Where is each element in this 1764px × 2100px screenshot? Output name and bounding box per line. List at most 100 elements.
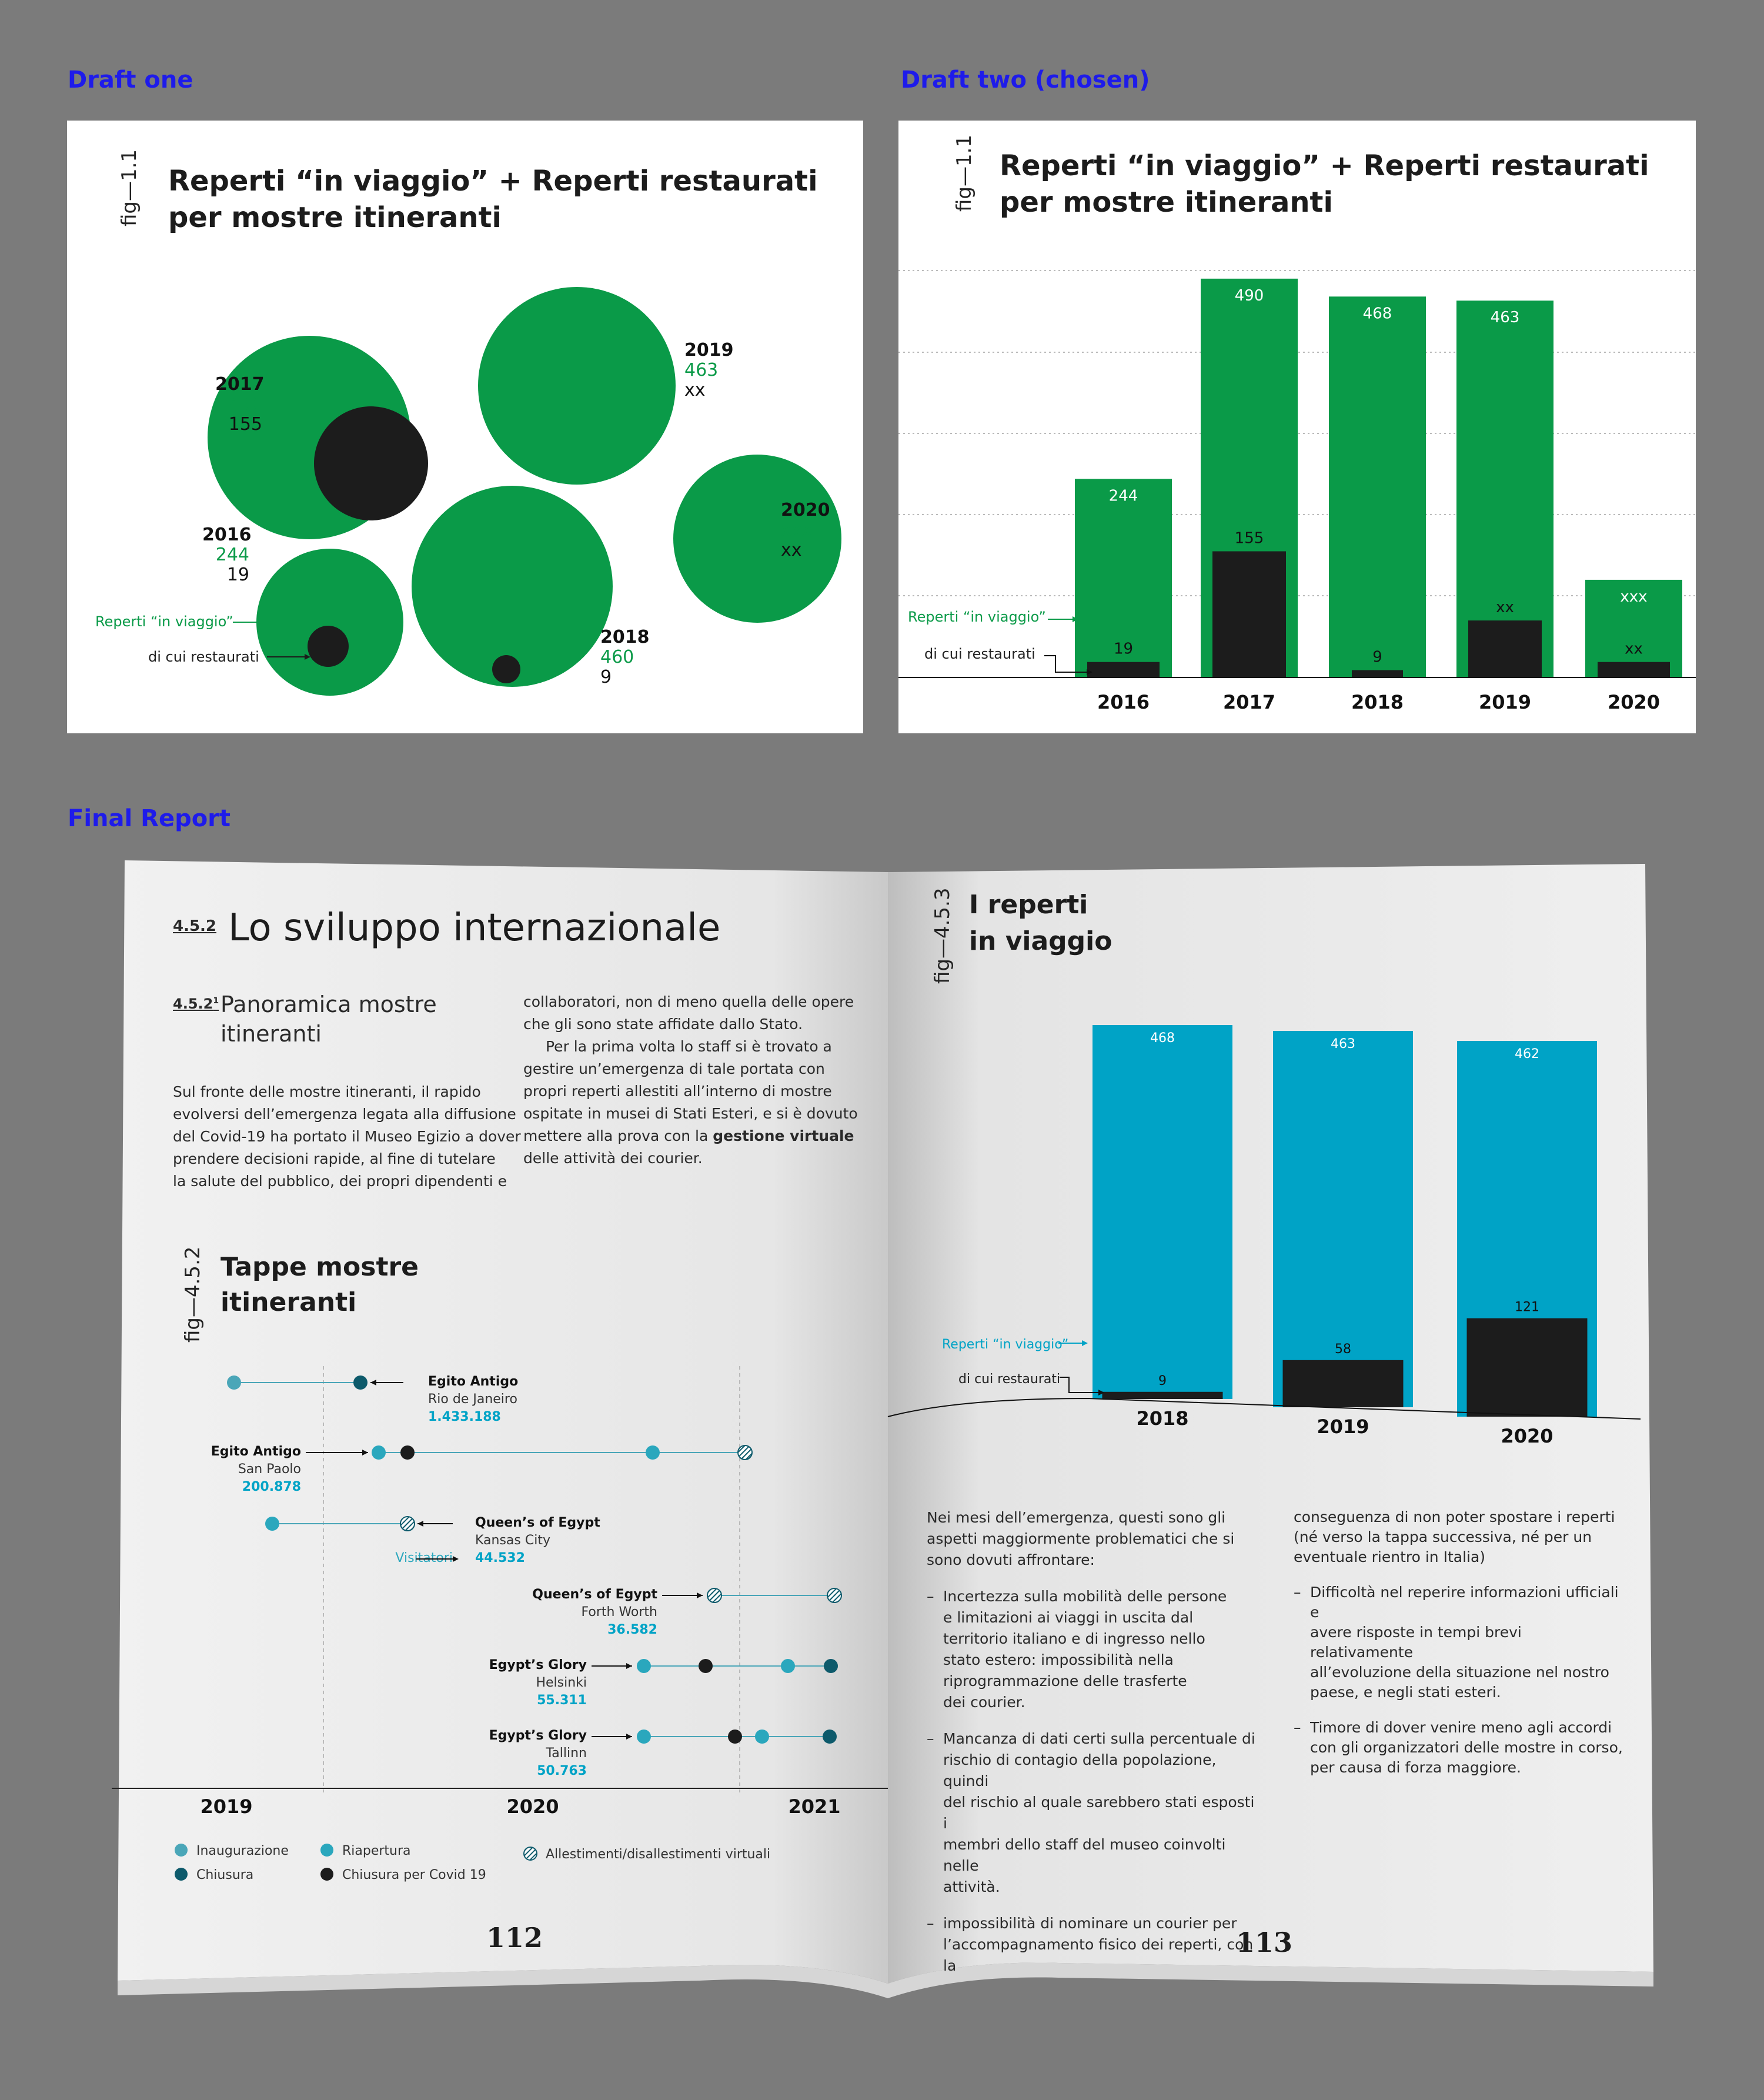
- tick-2016: 2016: [1097, 691, 1150, 713]
- label-restaurati-2020: 121: [1515, 1300, 1539, 1315]
- book-spread: 4.5.2 Lo sviluppo internazionale 4.5.21 …: [112, 860, 1655, 2025]
- leader-arrow: [417, 1521, 423, 1527]
- label-restaurati-2018: 9: [1372, 649, 1382, 666]
- exhibition-visitors: 44.532: [475, 1551, 525, 1565]
- bullet-dash: –: [927, 1588, 934, 1605]
- label-viaggio-2020: 462: [1515, 1047, 1539, 1061]
- bullet-item: – Difficoltà nel reperire informazioni uf…: [1294, 1582, 1623, 1702]
- timeline-marker-riap: [646, 1445, 660, 1460]
- baseline: [887, 1397, 1641, 1420]
- legend-restaurati: di cui restaurati: [924, 646, 1035, 662]
- exhibition-name: Queen’s of Egypt: [475, 1515, 600, 1530]
- label-viaggio-2018: 468: [1363, 305, 1392, 322]
- bar-viaggio-2018: [1093, 1025, 1232, 1399]
- label-viaggio-2016: 244: [1109, 487, 1138, 505]
- right-column-1: Nei mesi dell’emergenza, questi sono gli…: [927, 1507, 1256, 1977]
- title-line-1: Reperti “in viaggio” + Reperti restaurat…: [1000, 149, 1649, 182]
- leader-arrow: [697, 1592, 703, 1598]
- bar-chart-draft-two: 244192016490155201746892018463xx2019xxxx…: [898, 270, 1696, 713]
- exhibition-city: Tallinn: [545, 1746, 587, 1761]
- bubble-2018-restaurati: [492, 655, 520, 683]
- body-line: conseguenza di non poter spostare i repe…: [1294, 1508, 1615, 1525]
- tick-2017: 2017: [1223, 691, 1275, 713]
- leader-arrow: [370, 1380, 376, 1385]
- bubble-2020: [673, 455, 841, 623]
- paragraph-2: collaboratori, non di meno quella delle …: [523, 991, 858, 1170]
- timeline-marker-riap: [637, 1730, 651, 1744]
- bar-restaurati-2018: [1352, 670, 1403, 677]
- legend-swatch-virt: [523, 1847, 537, 1861]
- year-tick: 2019: [200, 1795, 252, 1818]
- body-line: mettere alla prova con la gestione virtu…: [523, 1127, 854, 1144]
- body-line: all’evoluzione della situazione nel nost…: [1310, 1664, 1609, 1681]
- right-column-2: conseguenza di non poter spostare i repe…: [1294, 1507, 1623, 1778]
- body-line: prendere decisioni rapide, al fine di tu…: [173, 1150, 496, 1167]
- bar-viaggio-2020: [1585, 579, 1682, 677]
- bar-viaggio-2018: [1329, 296, 1426, 678]
- bubble-label-2016: 2016 244 19: [202, 525, 252, 585]
- legend-label-virt: Allestimenti/disallestimenti virtuali: [546, 1847, 770, 1862]
- body-line: impossibilità di nominare un courier per: [943, 1915, 1237, 1932]
- legend-label-chius: Chiusura: [196, 1868, 253, 1882]
- chart-title: Reperti “in viaggio” + Reperti restaurat…: [168, 163, 818, 236]
- bar-restaurati-2017: [1212, 551, 1286, 677]
- bubble-2016: [256, 549, 403, 696]
- exhibition-visitors: 200.878: [242, 1480, 301, 1494]
- body-line: Mancanza di dati certi sulla percentuale…: [943, 1730, 1255, 1747]
- title-line-2: per mostre itineranti: [1000, 186, 1333, 219]
- bar-viaggio-2016: [1075, 479, 1172, 677]
- body-line: Incertezza sulla mobilità delle persone: [943, 1588, 1227, 1605]
- draft-two-panel: fig—1.1 Reperti “in viaggio” + Reperti r…: [898, 121, 1696, 733]
- legend-swatch-inaug: [175, 1844, 188, 1857]
- title-line-2: per mostre itineranti: [168, 201, 502, 234]
- bubble-label-2020: 2020 xxx xx: [781, 500, 830, 560]
- tick-2019: 2019: [1317, 1415, 1369, 1438]
- legend-viaggio: Reperti “in viaggio”: [95, 613, 233, 630]
- body-line: collaboratori, non di meno quella delle …: [523, 993, 854, 1010]
- subsection-number: 4.5.21: [173, 996, 219, 1012]
- exhibition-name: Egito Antigo: [428, 1374, 518, 1389]
- bubble-2019: [478, 287, 676, 485]
- page-number-left: 112: [486, 1922, 543, 1954]
- bubble-2018: [412, 486, 613, 687]
- timeline-marker-riap: [755, 1730, 769, 1744]
- section-number: 4.5.2: [173, 917, 217, 935]
- bar-viaggio-2019: [1273, 1031, 1413, 1407]
- tick-2019: 2019: [1479, 691, 1531, 713]
- leader-arrow: [362, 1450, 368, 1455]
- timeline-marker-chius: [824, 1659, 838, 1673]
- legend-swatch-chius: [175, 1868, 188, 1881]
- timeline-marker-virt: [400, 1516, 415, 1531]
- label-restaurati-2018: 9: [1158, 1374, 1167, 1388]
- bar-restaurati-2019: [1468, 620, 1542, 677]
- label-restaurati-2019: xx: [1496, 599, 1514, 616]
- legend-swatch-covid: [320, 1868, 333, 1881]
- bar-restaurati-2018: [1102, 1391, 1223, 1399]
- bullet-item: – Timore di dover venire meno agli accord…: [1294, 1718, 1623, 1778]
- exhibition-visitors: 36.582: [607, 1622, 657, 1637]
- bubble-label-2018: 2018 460 9: [600, 627, 650, 687]
- exhibition-city: Kansas City: [475, 1533, 550, 1548]
- body-line: evolversi dell’emergenza legata alla dif…: [173, 1106, 516, 1123]
- label-restaurati-2016: 19: [1114, 640, 1133, 658]
- year-tick: 2021: [788, 1795, 840, 1818]
- bullet-dash: –: [927, 1730, 934, 1747]
- body-line: Difficoltà nel reperire informazioni uff…: [1310, 1584, 1619, 1621]
- tick-2020: 2020: [1501, 1425, 1553, 1447]
- leader-arrow: [1082, 1340, 1088, 1346]
- bullet-dash: –: [927, 1915, 934, 1932]
- timeline-title: Tappe mostre itineranti: [220, 1252, 419, 1317]
- final-report-label: Final Report: [68, 805, 231, 832]
- paragraph-1: Sul fronte delle mostre itineranti, il r…: [173, 1081, 521, 1193]
- timeline-marker-virt: [707, 1588, 722, 1603]
- visitatori-label: Visitatori: [395, 1551, 453, 1565]
- body-line: e limitazioni ai viaggi in uscita dal: [943, 1609, 1194, 1626]
- section-heading: Lo sviluppo internazionale: [228, 906, 721, 950]
- timeline-marker-chius: [823, 1730, 837, 1744]
- exhibition-name: Egypt’s Glory: [489, 1728, 587, 1743]
- timeline-marker-riap: [781, 1659, 795, 1673]
- body-line: membri dello staff del museo coinvolti n…: [943, 1836, 1226, 1874]
- timeline-marker-covid: [400, 1445, 415, 1460]
- bar-title: I reperti in viaggio: [969, 890, 1112, 956]
- body-line: dei courier.: [943, 1694, 1025, 1711]
